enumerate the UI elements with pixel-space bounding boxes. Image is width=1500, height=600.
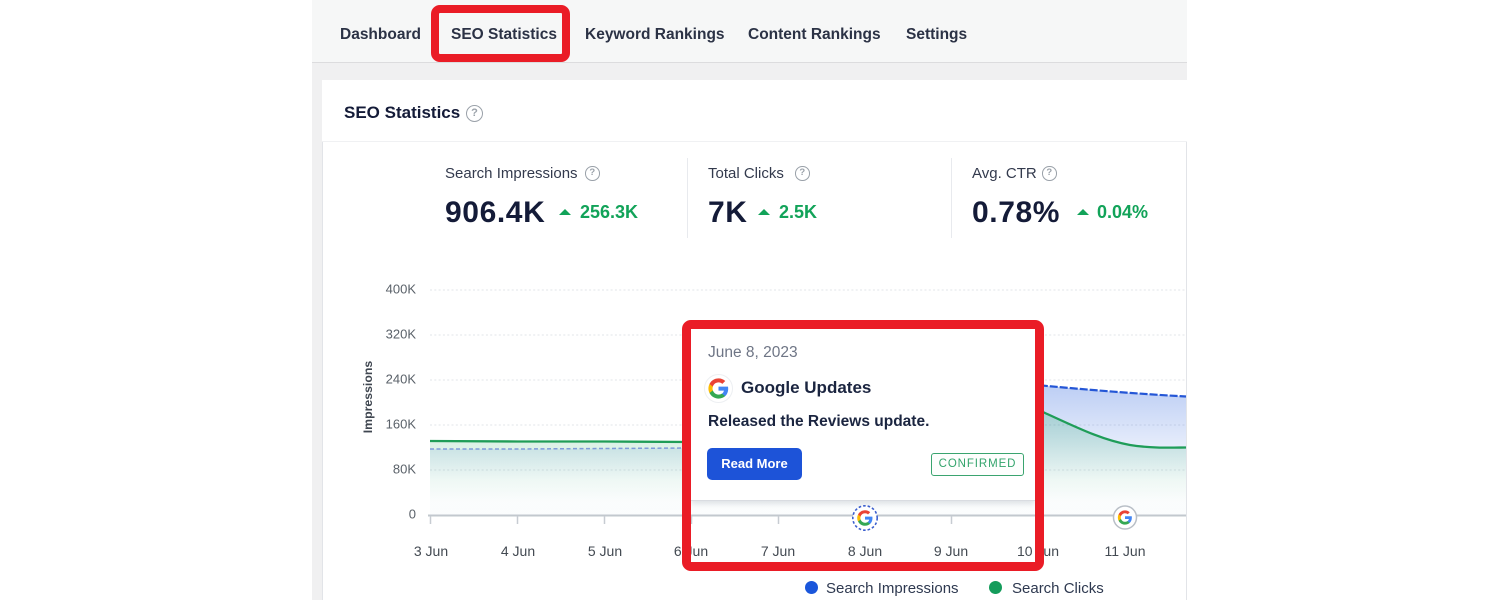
svg-text:8 Jun: 8 Jun — [848, 543, 882, 559]
svg-text:3 Jun: 3 Jun — [414, 543, 448, 559]
svg-text:Impressions: Impressions — [361, 361, 375, 434]
svg-text:0: 0 — [409, 507, 416, 522]
svg-text:320K: 320K — [386, 327, 417, 342]
svg-text:80K: 80K — [393, 462, 416, 477]
svg-text:5 Jun: 5 Jun — [588, 543, 622, 559]
svg-text:7 Jun: 7 Jun — [761, 543, 795, 559]
svg-text:240K: 240K — [386, 372, 417, 387]
svg-text:4 Jun: 4 Jun — [501, 543, 535, 559]
svg-text:9 Jun: 9 Jun — [934, 543, 968, 559]
svg-text:400K: 400K — [386, 282, 417, 297]
svg-text:11 Jun: 11 Jun — [1105, 543, 1146, 559]
svg-text:160K: 160K — [386, 417, 417, 432]
